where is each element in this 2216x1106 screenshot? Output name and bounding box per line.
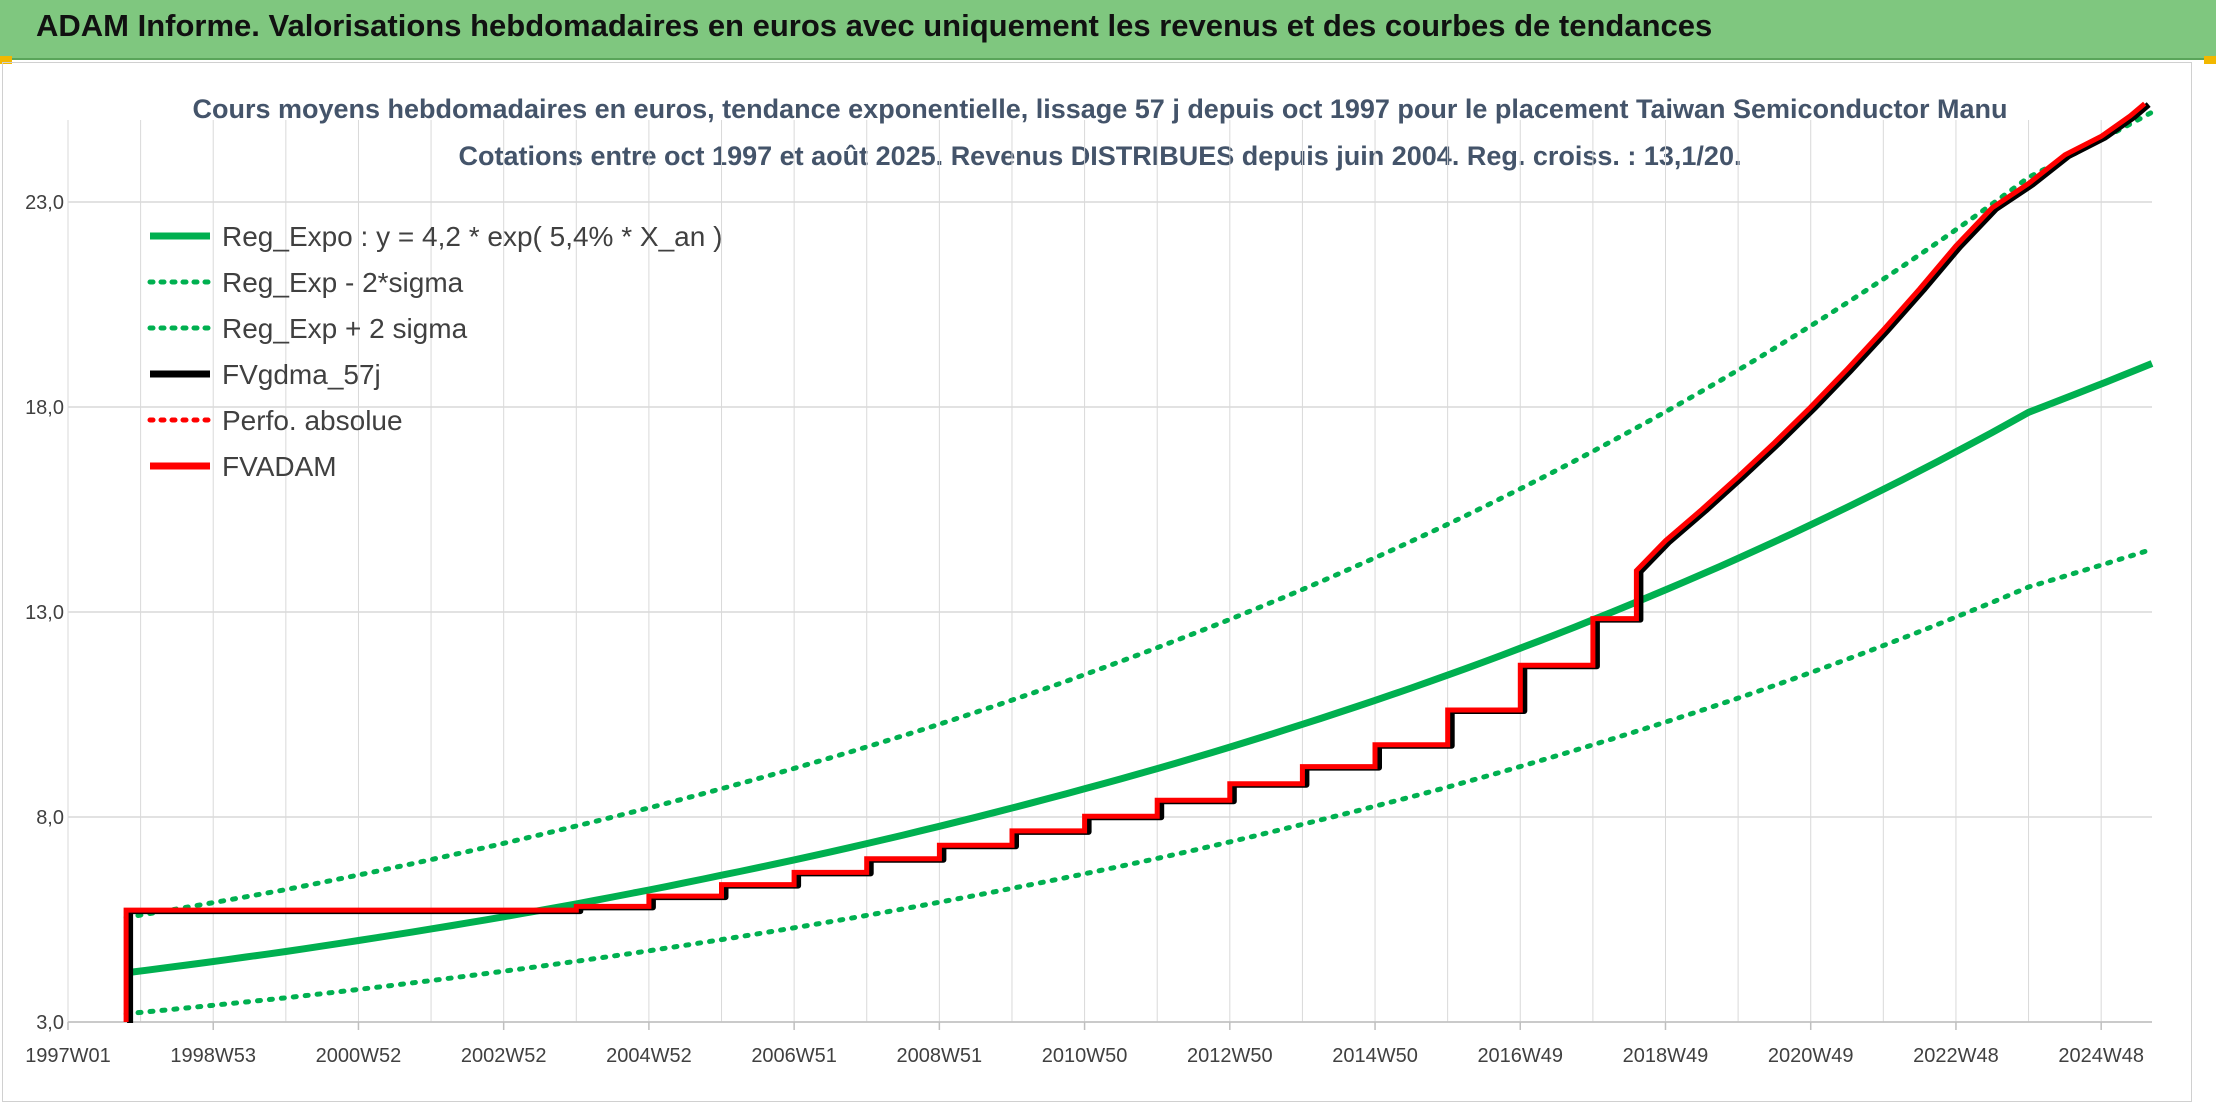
tick-layer: 3,0 8,0 13,0 18,0 23,0 1997W01 1998W53 2000W52 2…: [25, 192, 2144, 1067]
grid-layer: [67, 120, 2152, 1023]
series-reg-expo: [125, 360, 2154, 977]
legend-label: FVgdma_57j: [222, 359, 381, 390]
legend-label: Reg_Exp + 2 sigma: [222, 313, 468, 344]
y-tick-label: 13,0: [25, 602, 64, 624]
x-tick-label: 2018W49: [1623, 1045, 1709, 1067]
x-tick-label: 2012W50: [1187, 1045, 1273, 1067]
chart-subtitle: Cotations entre oct 1997 et août 2025. R…: [459, 141, 1742, 171]
series-reg-exp-plus-2sigma: [123, 109, 2155, 920]
corner-mark-left: [0, 56, 12, 64]
x-tick-label: 2022W48: [1913, 1045, 1999, 1067]
chart-legend: Reg_Expo : y = 4,2 * exp( 5,4% * X_an ) R…: [147, 221, 722, 482]
chart-frame: [2, 62, 2192, 1102]
x-tick-label: 2000W52: [316, 1045, 402, 1067]
x-tick-label: 2002W52: [461, 1045, 547, 1067]
report-banner: ADAM Informe. Valorisations hebdomadaire…: [0, 0, 2216, 60]
x-tick-label: 2004W52: [606, 1045, 692, 1067]
chart-title: Cours moyens hebdomadaires en euros, ten…: [192, 94, 2007, 124]
y-tick-label: 18,0: [25, 397, 64, 419]
legend-label: Reg_Expo : y = 4,2 * exp( 5,4% * X_an ): [222, 221, 722, 252]
legend-label: Perfo. absolue: [222, 405, 403, 436]
x-tick-label: 2008W51: [897, 1045, 983, 1067]
series-fvgdma-57j: [127, 102, 2151, 1023]
x-tick-label: 2010W50: [1042, 1045, 1128, 1067]
y-tick-label: 8,0: [36, 807, 64, 829]
x-tick-label: 2014W50: [1332, 1045, 1418, 1067]
x-tick-label: 2016W49: [1477, 1045, 1563, 1067]
legend-label: Reg_Exp - 2*sigma: [222, 267, 464, 298]
x-tick-label: 2024W48: [2058, 1045, 2144, 1067]
x-tick-label: 2020W49: [1768, 1045, 1854, 1067]
series-reg-exp-minus-2sigma: [123, 546, 2155, 1017]
series-fvadam: [123, 101, 2147, 1022]
report-title: ADAM Informe. Valorisations hebdomadaire…: [36, 8, 1713, 43]
x-tick-label: 1998W53: [170, 1045, 256, 1067]
x-tick-label: 2006W51: [751, 1045, 837, 1067]
x-tick-label: 1997W01: [25, 1045, 111, 1067]
y-tick-label: 3,0: [36, 1012, 64, 1034]
legend-label: FVADAM: [222, 451, 337, 482]
series-layer: [123, 101, 2155, 1023]
y-tick-label: 23,0: [25, 192, 64, 214]
corner-mark-right: [2204, 56, 2216, 64]
